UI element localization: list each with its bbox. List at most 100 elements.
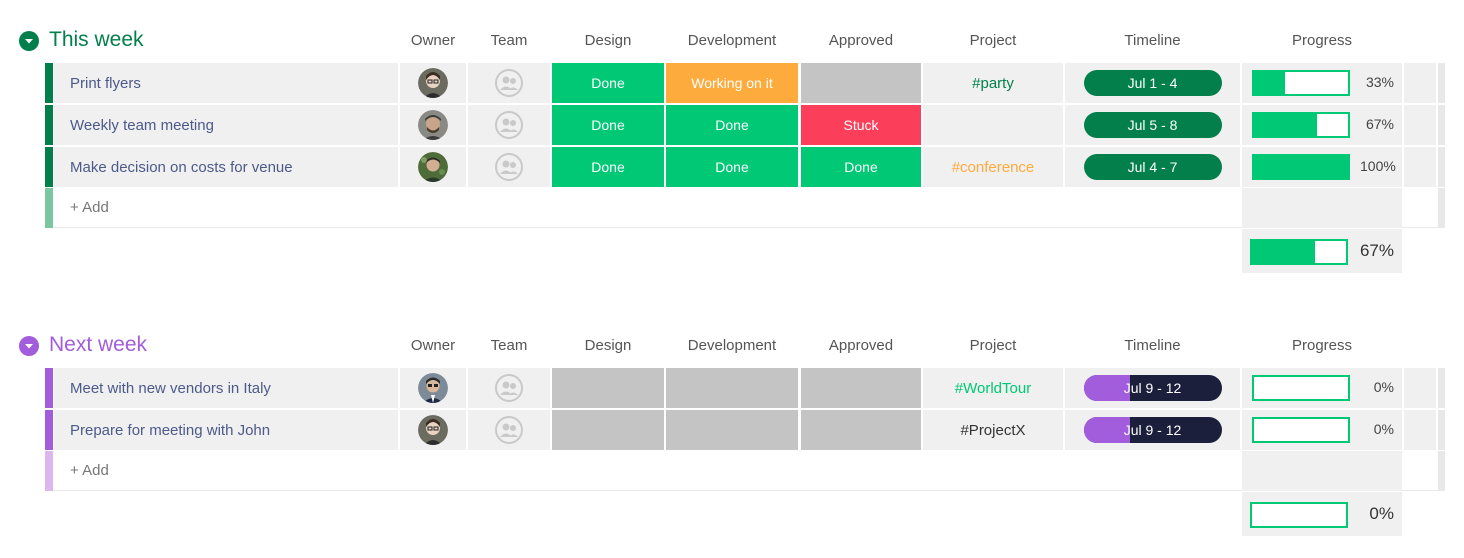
approved-status[interactable] [801,368,921,408]
approved-status[interactable] [801,63,921,103]
progress-bar [1252,70,1350,96]
team-cell[interactable] [468,63,550,103]
development-status[interactable]: Done [666,147,798,187]
timeline-cell[interactable]: Jul 1 - 4 [1065,63,1240,103]
timeline-pill[interactable]: Jul 9 - 12 [1083,375,1222,401]
progress-cell: 0% [1242,368,1402,408]
project-tag[interactable]: #WorldTour [923,368,1063,408]
timeline-label: Jul 1 - 4 [1127,75,1178,91]
column-header-owner[interactable]: Owner [410,32,456,49]
column-header-project[interactable]: Project [969,337,1017,354]
table-row[interactable]: Make decision on costs for venue Done Do… [45,147,1445,187]
column-header-team[interactable]: Team [490,32,528,49]
group-title[interactable]: This week [49,28,144,51]
summary-progress-bar [1250,502,1348,528]
progress-fill [1254,114,1317,136]
group-header: This week Owner Team Design Development … [0,24,1464,62]
column-header-design[interactable]: Design [584,337,632,354]
item-name[interactable]: Make decision on costs for venue [54,147,398,187]
item-name[interactable]: Weekly team meeting [54,105,398,145]
development-status[interactable]: Done [666,105,798,145]
timeline-label: Jul 5 - 8 [1127,117,1178,133]
design-status[interactable]: Done [552,105,664,145]
approved-status[interactable] [801,410,921,450]
column-header-development[interactable]: Development [687,32,777,49]
progress-fill [1254,156,1348,178]
chevron-down-icon[interactable] [19,31,39,51]
add-item-row[interactable]: + Add [45,188,1445,228]
table-row[interactable]: Weekly team meeting Done Done Stuck Jul … [45,105,1445,145]
team-cell[interactable] [468,368,550,408]
column-header-timeline[interactable]: Timeline [1124,337,1181,354]
timeline-pill[interactable]: Jul 9 - 12 [1083,417,1222,443]
owner-cell[interactable] [400,368,466,408]
row-end-cell [1404,147,1436,187]
project-tag[interactable]: #ProjectX [923,410,1063,450]
group-header: Next week Owner Team Design Development … [0,329,1464,367]
project-tag[interactable]: #party [923,63,1063,103]
team-cell[interactable] [468,105,550,145]
column-header-design[interactable]: Design [584,32,632,49]
column-header-timeline[interactable]: Timeline [1124,32,1181,49]
development-status[interactable]: Working on it [666,63,798,103]
column-header-owner[interactable]: Owner [410,337,456,354]
column-header-project[interactable]: Project [969,32,1017,49]
owner-cell[interactable] [400,105,466,145]
team-cell[interactable] [468,147,550,187]
design-status[interactable]: Done [552,63,664,103]
project-tag[interactable] [923,105,1063,145]
design-status[interactable]: Done [552,147,664,187]
column-header-development[interactable]: Development [687,337,777,354]
column-header-progress[interactable]: Progress [1291,32,1353,49]
project-tag[interactable]: #conference [923,147,1063,187]
add-item-button[interactable]: + Add [70,199,109,216]
progress-value: 67% [1365,116,1394,132]
design-status[interactable] [552,410,664,450]
summary-progress-fill [1252,241,1315,263]
item-name[interactable]: Meet with new vendors in Italy [54,368,398,408]
add-row-progress-cell [1242,188,1402,228]
timeline-cell[interactable]: Jul 4 - 7 [1065,147,1240,187]
column-header-team[interactable]: Team [490,337,528,354]
add-item-button[interactable]: + Add [70,462,109,479]
progress-bar [1252,375,1350,401]
development-status[interactable] [666,368,798,408]
owner-cell[interactable] [400,147,466,187]
progress-cell: 33% [1242,63,1402,103]
design-status[interactable] [552,368,664,408]
timeline-pill[interactable]: Jul 4 - 7 [1083,154,1222,180]
timeline-pill[interactable]: Jul 5 - 8 [1083,112,1222,138]
timeline-cell[interactable]: Jul 9 - 12 [1065,368,1240,408]
timeline-cell[interactable]: Jul 9 - 12 [1065,410,1240,450]
summary-progress-value: 67% [1359,241,1394,260]
column-header-progress[interactable]: Progress [1291,337,1353,354]
development-status[interactable] [666,410,798,450]
add-item-row[interactable]: + Add [45,451,1445,491]
table-row[interactable]: Print flyers Done Working on it #party J… [45,63,1445,103]
column-header-approved[interactable]: Approved [828,337,894,354]
owner-cell[interactable] [400,63,466,103]
row-end-edge [1438,188,1445,228]
owner-cell[interactable] [400,410,466,450]
item-name[interactable]: Prepare for meeting with John [54,410,398,450]
approved-status[interactable]: Stuck [801,105,921,145]
group-progress-summary: 67% [1242,229,1402,273]
row-color-bar [45,188,53,228]
row-color-bar [45,147,53,187]
approved-status[interactable]: Done [801,147,921,187]
avatar [418,415,448,445]
chevron-down-icon[interactable] [19,336,39,356]
table-row[interactable]: Meet with new vendors in Italy #WorldTou… [45,368,1445,408]
timeline-cell[interactable]: Jul 5 - 8 [1065,105,1240,145]
progress-bar [1252,112,1350,138]
group-progress-summary: 0% [1242,492,1402,536]
timeline-pill[interactable]: Jul 1 - 4 [1083,70,1222,96]
timeline-progress-segment [1083,375,1130,401]
column-header-approved[interactable]: Approved [828,32,894,49]
item-name[interactable]: Print flyers [54,63,398,103]
group-title[interactable]: Next week [49,333,148,356]
table-row[interactable]: Prepare for meeting with John #ProjectX … [45,410,1445,450]
progress-cell: 0% [1242,410,1402,450]
progress-cell: 67% [1242,105,1402,145]
team-cell[interactable] [468,410,550,450]
